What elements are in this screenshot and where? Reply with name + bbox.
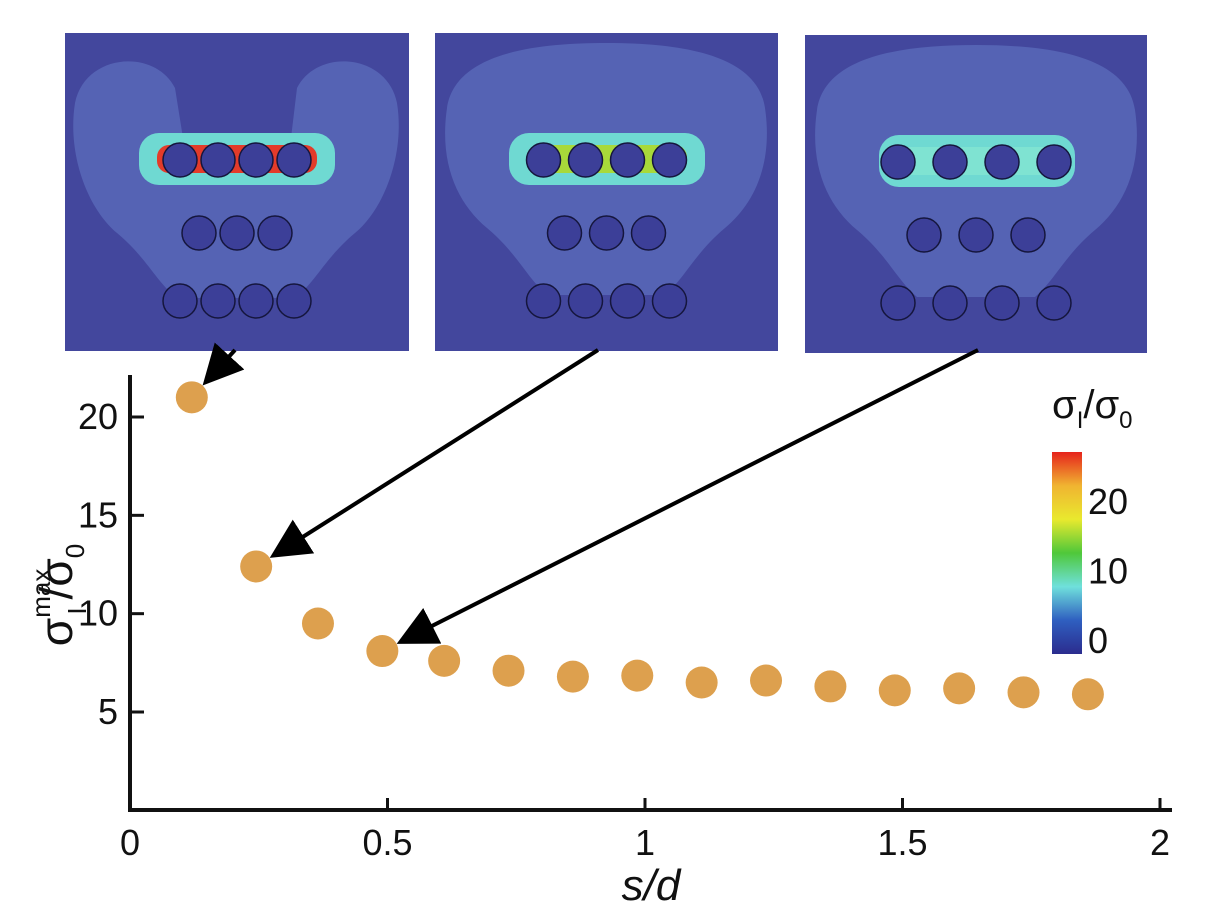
inset-arrow — [396, 348, 979, 644]
colorbar-title: σI/σ0 — [1052, 383, 1133, 434]
y-tick-label: 5 — [98, 691, 118, 732]
inset-hole — [276, 283, 312, 319]
inset-hole — [880, 285, 916, 321]
colorbar-tick-label: 0 — [1088, 620, 1108, 661]
y-label-base: σ — [30, 618, 82, 646]
inset-hole — [932, 285, 968, 321]
inset-hole — [546, 215, 583, 251]
inset-hole — [651, 142, 688, 178]
stress-band-inner — [527, 145, 687, 173]
colorbar-tick-label: 10 — [1088, 550, 1128, 591]
inset-hole — [219, 215, 255, 251]
data-point — [621, 659, 654, 692]
y-tick-label: 15 — [78, 494, 118, 535]
data-point — [685, 666, 718, 699]
inset-hole — [588, 215, 625, 251]
y-ticks: 5 10 15 20 — [78, 396, 144, 732]
colorbar: σI/σ0 0 10 20 — [1052, 383, 1133, 661]
inset-hole — [1036, 144, 1072, 180]
data-point — [428, 644, 461, 677]
inset-hole — [880, 144, 916, 180]
data-point — [878, 674, 911, 707]
data-point — [175, 381, 208, 414]
inset-hole — [609, 283, 646, 319]
inset-hole — [1010, 217, 1046, 253]
inset-hole — [162, 283, 198, 319]
inset-hole — [162, 142, 198, 178]
inset-panel — [805, 35, 1147, 353]
data-point — [943, 672, 976, 705]
y-label-sup: max — [26, 569, 56, 618]
x-tick-label: 1.5 — [877, 822, 927, 863]
y-tick-label: 10 — [78, 593, 118, 634]
inset-panel — [435, 33, 778, 351]
data-point — [301, 607, 334, 640]
colorbar-tick-label: 20 — [1088, 481, 1128, 522]
inset-hole — [984, 144, 1020, 180]
inset-hole — [630, 215, 667, 251]
colorbar-ticks: 0 10 20 — [1088, 481, 1128, 661]
data-points — [175, 381, 1104, 711]
axes — [128, 375, 1172, 812]
inset-hole — [609, 142, 646, 178]
inset-hole — [525, 142, 562, 178]
stress-band-inner — [157, 145, 317, 173]
inset-panels — [65, 33, 1147, 353]
data-point — [366, 635, 399, 668]
inset-hole — [525, 283, 562, 319]
inset-hole — [238, 283, 274, 319]
y-label-sub: I — [62, 607, 92, 614]
inset-hole — [567, 283, 604, 319]
x-tick-label: 1 — [635, 822, 655, 863]
inset-hole — [1036, 285, 1072, 321]
data-point — [1007, 676, 1040, 709]
x-axis-label: s/d — [622, 861, 682, 910]
data-point — [750, 664, 783, 697]
colorbar-gradient — [1052, 452, 1082, 654]
data-point — [814, 670, 847, 703]
x-ticks: 0 0.5 1 1.5 2 — [120, 798, 1170, 863]
x-tick-label: 0.5 — [362, 822, 412, 863]
inset-hole — [181, 215, 217, 251]
x-tick-label: 0 — [120, 822, 140, 863]
inset-hole — [932, 144, 968, 180]
inset-hole — [651, 283, 688, 319]
y-label-denom-sub: 0 — [60, 544, 90, 558]
y-axis-label: σmax I/σ0 — [26, 544, 92, 646]
inset-arrow — [202, 342, 245, 386]
y-tick-label: 20 — [78, 396, 118, 437]
data-point — [556, 660, 589, 693]
data-point — [492, 654, 525, 687]
inset-hole — [200, 142, 236, 178]
data-point — [240, 550, 273, 583]
inset-panel — [65, 33, 409, 351]
y-label-denom: σ — [30, 558, 82, 586]
inset-hole — [906, 217, 942, 253]
inset-hole — [958, 217, 994, 253]
inset-hole — [567, 142, 604, 178]
inset-hole — [984, 285, 1020, 321]
inset-hole — [276, 142, 312, 178]
y-label-slash: / — [30, 586, 82, 599]
inset-arrow — [269, 348, 600, 558]
inset-hole — [238, 142, 274, 178]
inset-hole — [200, 283, 236, 319]
stress-band-inner — [897, 147, 1057, 175]
data-point — [1071, 678, 1104, 711]
inset-hole — [257, 215, 293, 251]
inset-arrows — [202, 342, 979, 644]
x-tick-label: 2 — [1150, 822, 1170, 863]
